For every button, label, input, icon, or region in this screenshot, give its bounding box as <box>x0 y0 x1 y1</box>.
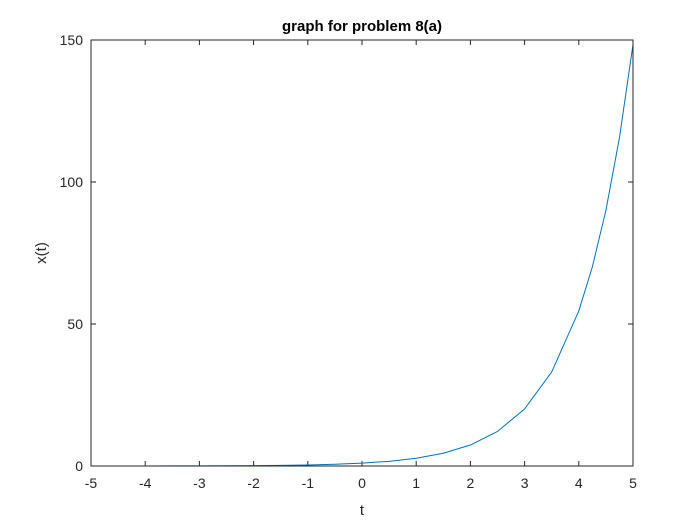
x-tick-label: -1 <box>302 475 315 491</box>
axes-box <box>90 39 634 467</box>
x-tick-label: 3 <box>521 475 529 491</box>
y-tick-label: 50 <box>67 316 83 332</box>
y-tick-label: 0 <box>75 458 83 474</box>
plot-area <box>91 40 633 466</box>
x-tick-label: -4 <box>139 475 152 491</box>
y-axis-label: x(t) <box>33 242 50 264</box>
x-tick-label: 1 <box>412 475 420 491</box>
x-tick-label: -5 <box>85 475 98 491</box>
y-tick-label: 100 <box>60 174 84 190</box>
chart-title: graph for problem 8(a) <box>282 18 442 35</box>
x-tick-label: -3 <box>193 475 206 491</box>
x-tick-label: 2 <box>467 475 475 491</box>
x-tick-label: -2 <box>247 475 260 491</box>
x-tick-label: 4 <box>575 475 583 491</box>
y-tick-label: 150 <box>60 32 84 48</box>
x-axis-label: t <box>360 502 365 519</box>
x-tick-label: 0 <box>358 475 366 491</box>
x-tick-label: 5 <box>629 475 637 491</box>
